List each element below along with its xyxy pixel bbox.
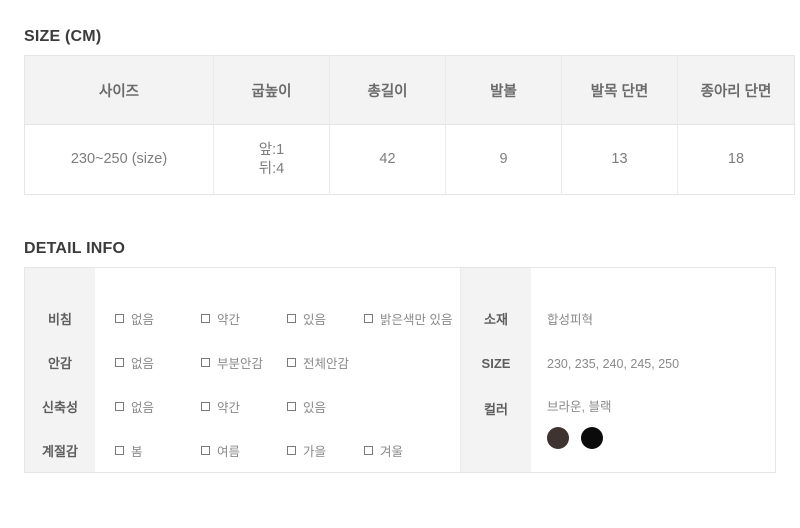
checkbox-sheerness-light-only[interactable]: 밝은색만 있음: [364, 309, 452, 328]
checkbox-label: 부분안감: [217, 356, 264, 371]
checkbox-label: 가을: [303, 444, 327, 459]
size-col-header-heel: 굽높이: [213, 55, 330, 125]
detail-info-table: 비침 안감 신축성 계절감 없음 약간 있음 밝은색만 있음 없음 부분안감 전…: [24, 267, 776, 473]
checkbox-label: 겨울: [380, 444, 404, 459]
detail-left-label-column: 비침 안감 신축성 계절감: [25, 268, 95, 472]
size-col-header-calf: 종아리 단면: [677, 55, 795, 125]
checkbox-icon[interactable]: [115, 445, 124, 455]
checkbox-icon[interactable]: [201, 401, 210, 411]
size-table-header-row: 사이즈 굽높이 총길이 발볼 발목 단면 종아리 단면: [24, 55, 795, 125]
size-section-title: SIZE (CM): [24, 28, 102, 45]
detail-row-sheerness: 없음 약간 있음 밝은색만 있음: [95, 296, 460, 340]
size-table: 사이즈 굽높이 총길이 발볼 발목 단면 종아리 단면 230~250 (siz…: [24, 55, 795, 195]
checkbox-elasticity-slight[interactable]: 약간: [201, 397, 287, 416]
checkbox-icon[interactable]: [287, 445, 296, 455]
size-col-header-ankle: 발목 단면: [561, 55, 678, 125]
size-col-header-length: 총길이: [329, 55, 446, 125]
checkbox-label: 약간: [217, 400, 241, 415]
detail-left-panel: 비침 안감 신축성 계절감 없음 약간 있음 밝은색만 있음 없음 부분안감 전…: [25, 268, 460, 472]
detail-left-value-column: 없음 약간 있음 밝은색만 있음 없음 부분안감 전체안감 없음 약간 있음 봄: [95, 268, 460, 472]
checkbox-sheerness-slight[interactable]: 약간: [201, 309, 287, 328]
checkbox-icon[interactable]: [115, 313, 124, 323]
checkbox-label: 있음: [303, 400, 327, 415]
checkbox-icon[interactable]: [201, 357, 210, 367]
checkbox-season-summer[interactable]: 여름: [201, 441, 287, 460]
size-cell-heel: 앞:1 뒤:4: [213, 124, 330, 195]
detail-value-color-block: 브라운, 블랙: [531, 386, 775, 449]
size-cell-length: 42: [329, 124, 446, 195]
detail-row-elasticity: 없음 약간 있음: [95, 384, 460, 428]
checkbox-label: 밝은색만 있음: [380, 312, 453, 327]
black-swatch[interactable]: [581, 427, 603, 449]
checkbox-icon[interactable]: [115, 401, 124, 411]
detail-right-panel: 소재 SIZE 컬러 합성피혁 230, 235, 240, 245, 250 …: [460, 268, 775, 472]
detail-label-color: 컬러: [484, 402, 508, 417]
checkbox-season-spring[interactable]: 봄: [95, 441, 201, 460]
checkbox-icon[interactable]: [287, 313, 296, 323]
detail-label-size: SIZE: [481, 356, 511, 371]
detail-label-material: 소재: [484, 312, 508, 327]
size-cell-footwidth: 9: [445, 124, 562, 195]
checkbox-label: 전체안감: [303, 356, 350, 371]
checkbox-sheerness-none[interactable]: 없음: [95, 309, 201, 328]
color-swatch-list: [547, 427, 611, 449]
checkbox-icon[interactable]: [287, 357, 296, 367]
detail-label-sheerness: 비침: [48, 311, 72, 327]
checkbox-label: 있음: [303, 312, 327, 327]
checkbox-icon[interactable]: [201, 313, 210, 323]
checkbox-lining-partial[interactable]: 부분안감: [201, 353, 287, 372]
detail-section-title: DETAIL INFO: [24, 240, 126, 257]
checkbox-season-winter[interactable]: 겨울: [364, 441, 403, 460]
detail-value-material: 합성피혁: [547, 313, 594, 327]
brown-swatch[interactable]: [547, 427, 569, 449]
detail-row-lining: 없음 부분안감 전체안감: [95, 340, 460, 384]
size-cell-calf: 18: [677, 124, 795, 195]
checkbox-icon[interactable]: [287, 401, 296, 411]
checkbox-icon[interactable]: [201, 445, 210, 455]
checkbox-label: 없음: [131, 400, 155, 415]
size-col-header-footwidth: 발볼: [445, 55, 562, 125]
detail-label-lining: 안감: [48, 355, 72, 371]
checkbox-sheerness-yes[interactable]: 있음: [287, 309, 364, 328]
checkbox-label: 여름: [217, 444, 241, 459]
detail-row-season: 봄 여름 가을 겨울: [95, 428, 460, 472]
checkbox-icon[interactable]: [364, 445, 373, 455]
detail-right-label-column: 소재 SIZE 컬러: [461, 268, 531, 472]
size-cell-ankle: 13: [561, 124, 678, 195]
checkbox-label: 봄: [131, 444, 143, 459]
size-table-row: 230~250 (size) 앞:1 뒤:4 42 9 13 18: [24, 124, 795, 195]
checkbox-icon[interactable]: [115, 357, 124, 367]
checkbox-label: 없음: [131, 312, 155, 327]
checkbox-label: 없음: [131, 356, 155, 371]
checkbox-elasticity-yes[interactable]: 있음: [287, 397, 326, 416]
checkbox-elasticity-none[interactable]: 없음: [95, 397, 201, 416]
detail-label-season: 계절감: [42, 443, 78, 459]
detail-label-elasticity: 신축성: [42, 399, 78, 415]
checkbox-icon[interactable]: [364, 313, 373, 323]
detail-value-size: 230, 235, 240, 245, 250: [547, 356, 680, 371]
detail-right-value-column: 합성피혁 230, 235, 240, 245, 250 브라운, 블랙: [531, 268, 775, 472]
detail-value-color-text: 브라운, 블랙: [547, 400, 612, 414]
checkbox-lining-full[interactable]: 전체안감: [287, 353, 349, 372]
size-col-header-size: 사이즈: [24, 55, 214, 125]
checkbox-lining-none[interactable]: 없음: [95, 353, 201, 372]
checkbox-season-fall[interactable]: 가을: [287, 441, 364, 460]
size-cell-size: 230~250 (size): [24, 124, 214, 195]
checkbox-label: 약간: [217, 312, 241, 327]
